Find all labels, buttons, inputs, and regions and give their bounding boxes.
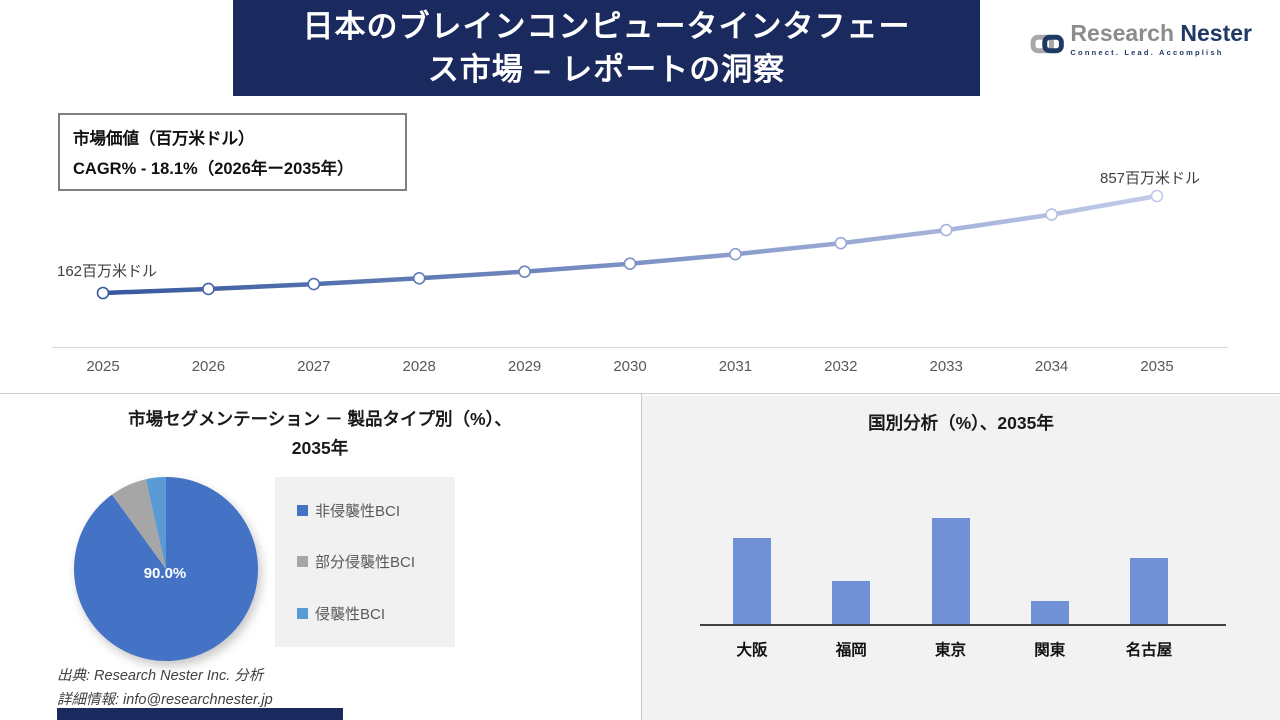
end-value-label: 857百万米ドル <box>1100 170 1201 187</box>
bar-category-label: 関東 <box>1034 642 1066 659</box>
page-title-line-2: ス市場 – レポートの洞察 <box>427 52 786 87</box>
bar-大阪 <box>733 538 771 624</box>
pie-slice-0 <box>73 477 258 661</box>
brand-name-nester: Nester <box>1180 20 1252 46</box>
legend-item-non-invasive: 非侵襲性BCI <box>297 500 455 521</box>
bar-chart-title: 国別分析（%）、2035年 <box>868 413 1054 433</box>
cagr-label: CAGR% - 18.1%（2026年ー2035年） <box>73 160 354 178</box>
data-point-marker <box>518 265 531 278</box>
pie-title-line-1: 市場セグメンテーション － 製品タイプ別（%）、 <box>128 409 512 429</box>
bar-東京 <box>931 518 970 624</box>
product-type-pie-chart <box>73 477 258 661</box>
page-title-line-1: 日本のブレインコンピュータインタフェー <box>302 9 911 44</box>
market-value-label: 市場価値（百万米ドル） <box>73 130 255 148</box>
bar-category-label: 福岡 <box>835 642 867 659</box>
pie-slice-2 <box>145 477 166 569</box>
data-point-marker <box>1150 189 1164 203</box>
year-tick-label: 2032 <box>824 358 858 375</box>
data-point-marker <box>1045 208 1058 221</box>
bar-名古屋 <box>1130 558 1168 624</box>
legend-item-invasive: 侵襲性BCI <box>297 603 455 624</box>
data-point-marker <box>623 257 637 270</box>
bar-axis-line <box>700 624 1226 626</box>
data-point-markers <box>96 189 1164 300</box>
bar-category-label: 大阪 <box>736 642 768 659</box>
vertical-divider <box>641 394 642 720</box>
source-line: 出典: Research Nester Inc. 分析 <box>57 668 264 684</box>
brand-logo: Research Nester Connect. Lead. Accomplis… <box>1030 20 1252 72</box>
legend-label: 侵襲性BCI <box>315 605 386 623</box>
data-point-marker <box>834 236 848 250</box>
pie-legend: 非侵襲性BCI 部分侵襲性BCI 侵襲性BCI <box>275 477 455 647</box>
year-tick-label: 2030 <box>613 358 647 375</box>
year-tick-label: 2027 <box>297 358 331 375</box>
horizontal-divider <box>0 393 1280 394</box>
year-tick-label: 2029 <box>507 358 542 375</box>
pie-section-title: 市場セグメンテーション － 製品タイプ別（%）、 2035年 <box>10 405 630 463</box>
year-tick-label: 2026 <box>191 358 226 375</box>
brand-name: Research Nester <box>1070 20 1252 46</box>
bar-福岡 <box>832 581 871 624</box>
year-tick-label: 2025 <box>86 358 120 375</box>
year-tick-label: 2028 <box>402 358 436 375</box>
market-value-line-chart <box>96 189 1164 300</box>
bar-関東 <box>1030 600 1069 624</box>
footer-accent-bar <box>57 708 343 720</box>
legend-label: 部分侵襲性BCI <box>315 554 416 572</box>
data-point-marker <box>729 247 742 261</box>
data-point-marker <box>202 282 215 296</box>
start-value-label: 162百万米ドル <box>57 263 158 280</box>
brand-tagline: Connect. Lead. Accomplish <box>1070 48 1224 57</box>
year-tick-label: 2033 <box>929 358 963 375</box>
pie-slice-1 <box>111 479 166 569</box>
year-tick-label: 2035 <box>1140 358 1174 375</box>
contact-line: 詳細情報: info@researchnester.jp <box>57 692 273 708</box>
data-point-marker <box>307 277 321 291</box>
country-analysis-panel: 国別分析（%）、2035年 大阪 福岡 東京 関東 名古屋 <box>642 396 1280 720</box>
bar-category-label: 名古屋 <box>1125 642 1173 659</box>
pie-data-label: 90.0% <box>143 565 187 582</box>
year-tick-label: 2034 <box>1034 358 1069 375</box>
pie-title-line-2: 2035年 <box>291 438 349 458</box>
legend-swatch-blue-icon <box>297 505 308 517</box>
legend-item-partially-invasive: 部分侵襲性BCI <box>297 551 455 572</box>
legend-label: 非侵襲性BCI <box>315 503 401 521</box>
data-point-marker <box>939 223 953 237</box>
brand-name-research: Research <box>1070 20 1174 46</box>
x-axis-line <box>52 347 1228 348</box>
data-point-marker <box>96 286 110 300</box>
chain-link-logo-icon <box>1030 34 1064 54</box>
year-tick-label: 2031 <box>718 358 753 375</box>
legend-swatch-gray-icon <box>297 556 308 568</box>
trend-line <box>100 193 1160 296</box>
market-value-cagr-box: 市場価値（百万米ドル） CAGR% - 18.1%（2026年ー2035年） <box>58 113 407 191</box>
legend-swatch-lightblue-icon <box>297 607 308 619</box>
bar-category-label: 東京 <box>934 642 966 659</box>
data-point-marker <box>412 272 426 285</box>
header-banner: 日本のブレインコンピュータインタフェー ス市場 – レポートの洞察 <box>233 0 980 96</box>
